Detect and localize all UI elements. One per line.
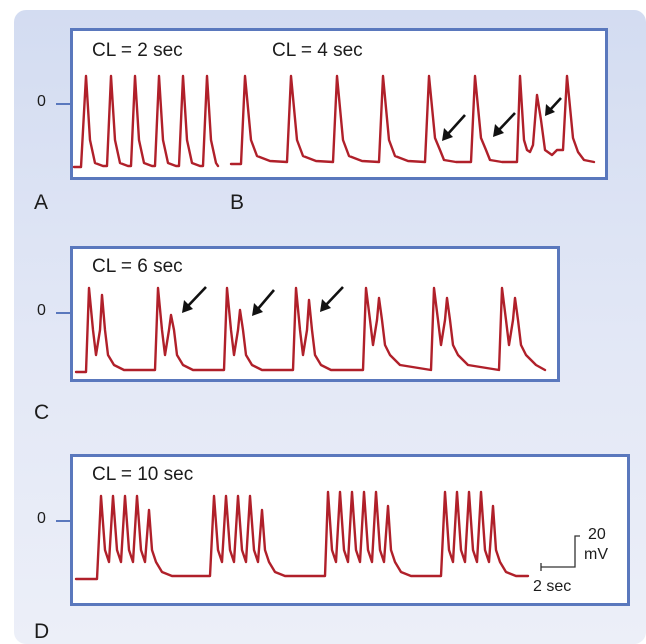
panel-c-frame [70,246,560,382]
arrow-c2 [252,289,275,316]
cl-label-c: CL = 6 sec [92,256,183,277]
trace-panel-b [229,74,596,166]
scale-y-unit: mV [584,546,608,563]
zero-tick-d [56,520,70,522]
zero-label-ab: 0 [37,93,46,110]
arrow-b2 [493,112,516,137]
zero-tick-ab [56,103,70,105]
arrow-b3 [545,97,562,116]
trace-panel-c [74,286,547,374]
scale-y-value: 20 [588,526,606,543]
trace-panel-a [72,74,220,169]
panel-letter-d: D [34,620,50,643]
arrow-c1 [182,286,207,313]
scale-x-label: 2 sec [533,578,572,595]
cl-label-a: CL = 2 sec [92,40,183,61]
cl-label-b: CL = 4 sec [272,40,363,61]
trace-panel-d [74,490,530,581]
arrow-b1 [442,114,466,141]
panel-letter-c: C [34,401,50,424]
zero-label-c: 0 [37,302,46,319]
zero-label-d: 0 [37,510,46,527]
panel-letter-b: B [230,191,245,214]
cl-label-d: CL = 10 sec [92,464,194,485]
scale-bar [540,535,580,571]
panel-letter-a: A [34,191,49,214]
zero-tick-c [56,312,70,314]
arrow-c3 [320,286,344,312]
